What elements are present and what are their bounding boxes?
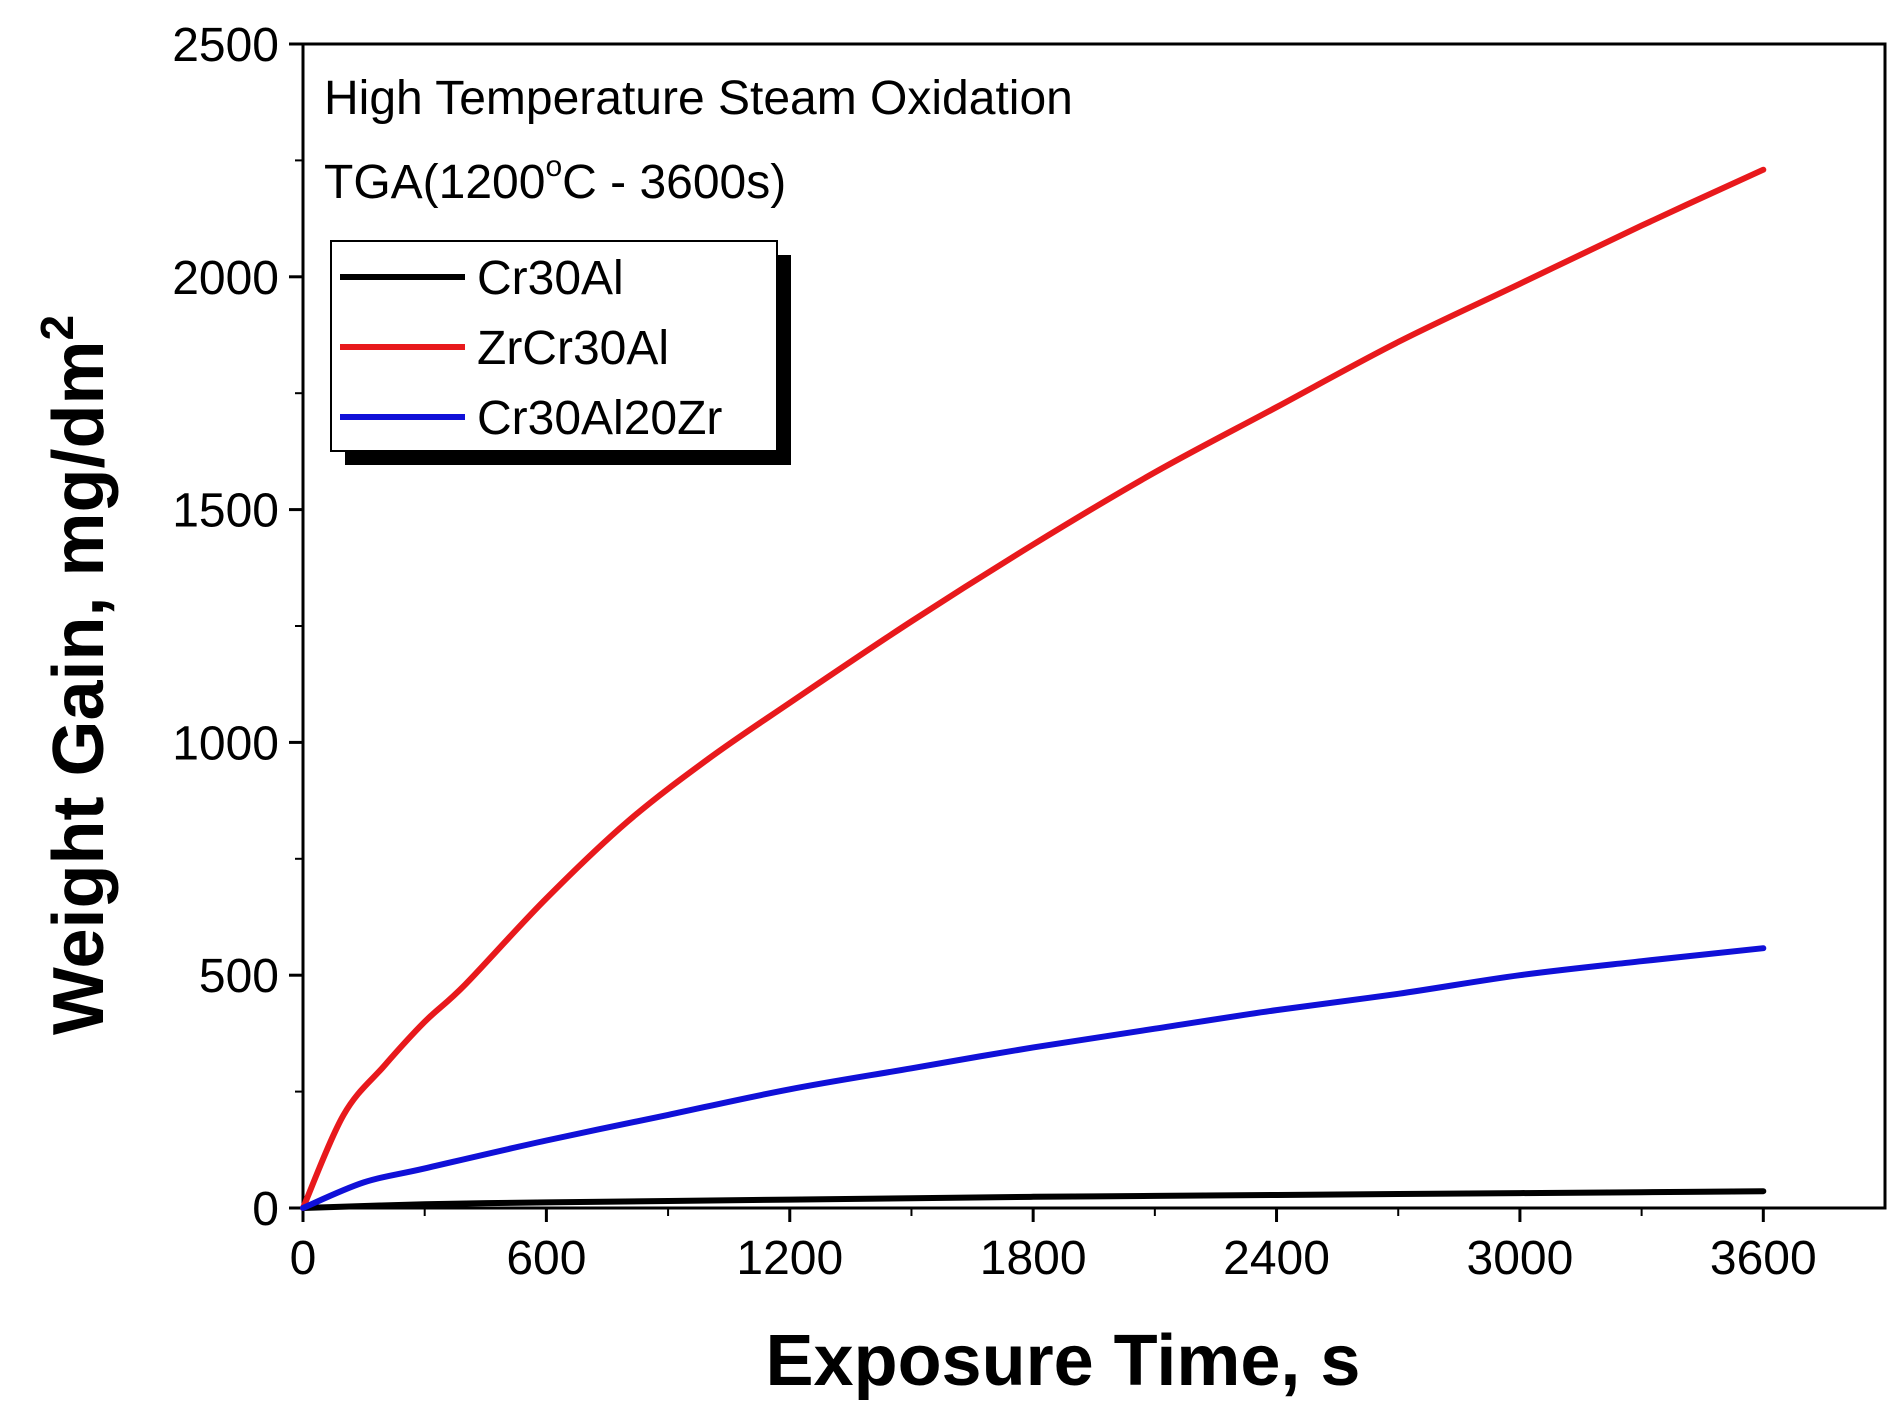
- annotation-degree-sup: o: [545, 150, 562, 183]
- y-axis-title: Weight Gain, mg/dm2: [31, 315, 119, 1035]
- y-tick-label: 2000: [172, 252, 279, 305]
- legend-label: Cr30Al20Zr: [477, 392, 722, 445]
- y-tick-label: 0: [252, 1183, 279, 1236]
- y-tick-label: 500: [199, 950, 279, 1003]
- x-tick-label: 0: [290, 1232, 317, 1285]
- series-line-cr30al20zr: [300, 945, 1767, 1211]
- series-layer: [300, 166, 1767, 1211]
- series-line-cr30al: [300, 1188, 1767, 1211]
- x-tick-label: 3000: [1467, 1232, 1574, 1285]
- legend-label: ZrCr30Al: [477, 322, 669, 375]
- annotation-conditions-part1: TGA(1200: [324, 156, 545, 209]
- y-axis-title-superscript: 2: [31, 315, 83, 341]
- x-axis-title: Exposure Time, s: [766, 1321, 1361, 1401]
- annotation-conditions: TGA(1200oC - 3600s): [324, 150, 786, 209]
- x-tick-label: 1200: [736, 1232, 843, 1285]
- x-tick-label: 1800: [980, 1232, 1087, 1285]
- y-tick-label: 2500: [172, 19, 279, 72]
- x-tick-label: 600: [506, 1232, 586, 1285]
- x-axis-ticks: 0 600 1200 1800 2400 3000 3600: [290, 1208, 1817, 1285]
- x-tick-label: 2400: [1223, 1232, 1330, 1285]
- x-tick-label: 3600: [1710, 1232, 1817, 1285]
- annotation-conditions-part2: C - 3600s): [562, 156, 786, 209]
- series-line-zrcr30al: [300, 166, 1767, 1211]
- y-axis-ticks: 0 500 1000 1500 2000 2500: [172, 19, 303, 1236]
- legend-items: Cr30Al ZrCr30Al Cr30Al20Zr: [340, 252, 722, 445]
- legend-label: Cr30Al: [477, 252, 624, 305]
- annotation-title: High Temperature Steam Oxidation: [324, 72, 1073, 125]
- legend: Cr30Al ZrCr30Al Cr30Al20Zr: [330, 240, 791, 465]
- y-tick-label: 1500: [172, 485, 279, 538]
- y-tick-label: 1000: [172, 717, 279, 770]
- y-axis-title-text: Weight Gain, mg/dm: [39, 340, 119, 1035]
